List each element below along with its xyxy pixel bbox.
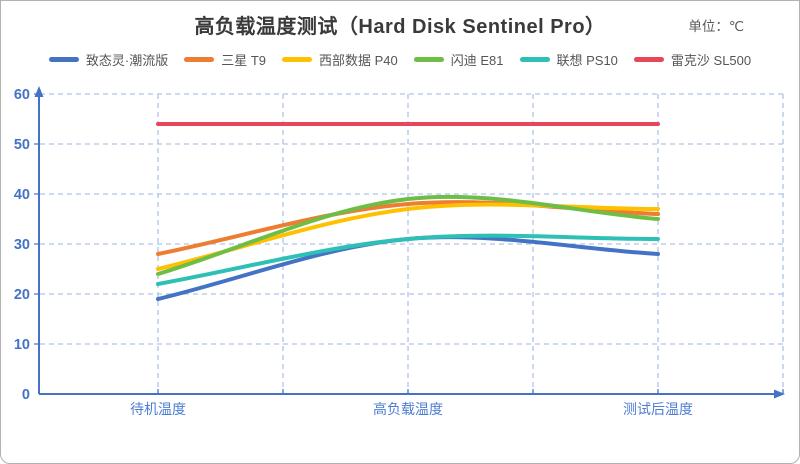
legend-swatch (633, 57, 664, 62)
legend-swatch (48, 57, 79, 62)
legend-item-4: 联想 PS10 (519, 50, 618, 69)
series-line-3 (156, 194, 660, 276)
legend-label: 闪迪 E81 (450, 53, 504, 68)
legend-item-0: 致态灵·潮流版 (48, 50, 169, 69)
chart-title: 高负载温度测试（Hard Disk Sentinel Pro） (194, 16, 606, 38)
legend-label: 西部数据 P40 (319, 53, 398, 68)
legend-item-5: 雷克沙 SL500 (633, 50, 752, 69)
y-tick-label-20: 20 (14, 287, 30, 303)
unit-label: 单位：℃ (688, 19, 744, 34)
legend-label: 致态灵·潮流版 (85, 53, 169, 68)
legend-label: 雷克沙 SL500 (670, 53, 752, 68)
legend-item-3: 闪迪 E81 (413, 50, 504, 69)
x-category-label-0: 待机温度 (130, 401, 186, 417)
legend-swatch (282, 57, 312, 62)
y-tick-label-30: 30 (14, 237, 30, 253)
y-axis-arrow-icon (34, 86, 44, 97)
legend: 致态灵·潮流版 三星 T9 西部数据 P40 闪迪 E81 联想 PS10 雷克沙 SL5… (0, 50, 800, 69)
series-line-4 (156, 233, 660, 286)
legend-swatch (413, 57, 444, 62)
legend-swatch (184, 57, 215, 62)
y-tick-label-60: 60 (14, 87, 30, 103)
legend-label: 三星 T9 (221, 53, 266, 68)
legend-label: 联想 PS10 (556, 53, 618, 68)
x-axis-arrow-icon (774, 389, 785, 399)
y-tick-label-10: 10 (14, 337, 30, 353)
x-category-label-1: 高负载温度 (373, 401, 443, 417)
legend-item-1: 三星 T9 (184, 50, 266, 69)
legend-swatch (519, 57, 550, 62)
y-tick-label-40: 40 (14, 187, 30, 203)
y-tick-label-0: 0 (22, 387, 30, 403)
y-tick-label-50: 50 (14, 137, 30, 153)
x-category-label-2: 测试后温度 (623, 401, 693, 417)
legend-item-2: 西部数据 P40 (282, 50, 398, 69)
